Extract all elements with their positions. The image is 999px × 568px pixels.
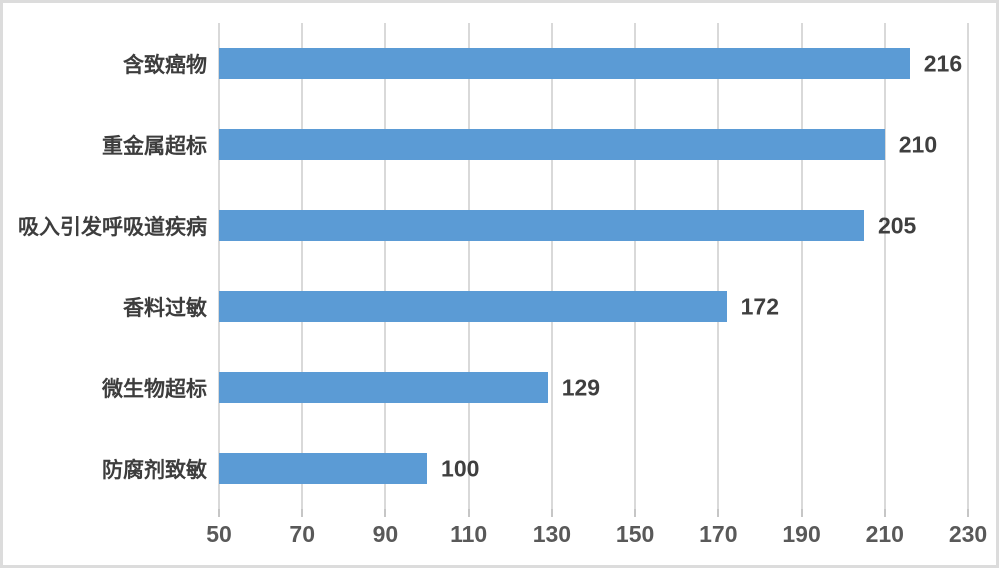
- bar-4: [219, 291, 727, 322]
- bar-value-label: 216: [923, 50, 963, 76]
- category-label: 微生物超标: [102, 377, 207, 401]
- x-axis-tick-mark: [634, 509, 637, 517]
- bar-3: [219, 210, 864, 241]
- gridline: [467, 23, 470, 509]
- x-axis-tick-mark: [301, 509, 304, 517]
- x-tick-label: 170: [699, 521, 738, 547]
- x-axis-tick-mark: [467, 509, 470, 517]
- bar-value-label: 210: [898, 131, 938, 157]
- gridline: [301, 23, 304, 509]
- category-label: 重金属超标: [102, 134, 207, 158]
- x-tick-label: 90: [372, 521, 399, 547]
- x-axis-tick-mark: [717, 509, 720, 517]
- bar-value-label: 129: [561, 374, 601, 400]
- bar-value-label: 205: [877, 212, 917, 238]
- x-axis-tick-mark: [218, 509, 220, 517]
- x-axis-tick-mark: [883, 509, 886, 517]
- bar-6: [219, 453, 428, 484]
- gridline: [967, 23, 969, 509]
- x-tick-label: 130: [532, 521, 572, 547]
- bar-1: [219, 48, 910, 79]
- category-label: 防腐剂致敏: [102, 458, 207, 482]
- category-label: 含致癌物: [123, 53, 207, 77]
- bar-5: [219, 372, 548, 403]
- x-tick-label: 50: [206, 521, 232, 547]
- x-tick-label: 190: [782, 521, 821, 547]
- gridline: [800, 23, 803, 509]
- gridline: [218, 23, 220, 509]
- category-label: 香料过敏: [123, 296, 207, 320]
- gridline: [883, 23, 886, 509]
- gridline: [717, 23, 720, 509]
- x-axis-tick-mark: [550, 509, 553, 517]
- x-axis-tick-mark: [384, 509, 387, 517]
- bar-value-label: 172: [740, 293, 780, 319]
- x-tick-label: 150: [615, 521, 655, 547]
- x-axis-tick-mark: [800, 509, 803, 517]
- bar-2: [219, 129, 885, 160]
- x-tick-label: 110: [450, 521, 488, 547]
- x-tick-label: 210: [865, 521, 904, 547]
- gridline: [550, 23, 553, 509]
- x-tick-label: 230: [948, 521, 988, 547]
- bar-value-label: 100: [441, 455, 480, 481]
- x-tick-label: 70: [289, 521, 316, 547]
- gridline: [634, 23, 637, 509]
- category-label: 吸入引发呼吸道疾病: [18, 215, 207, 239]
- gridline: [384, 23, 387, 509]
- x-axis-tick-mark: [967, 509, 969, 517]
